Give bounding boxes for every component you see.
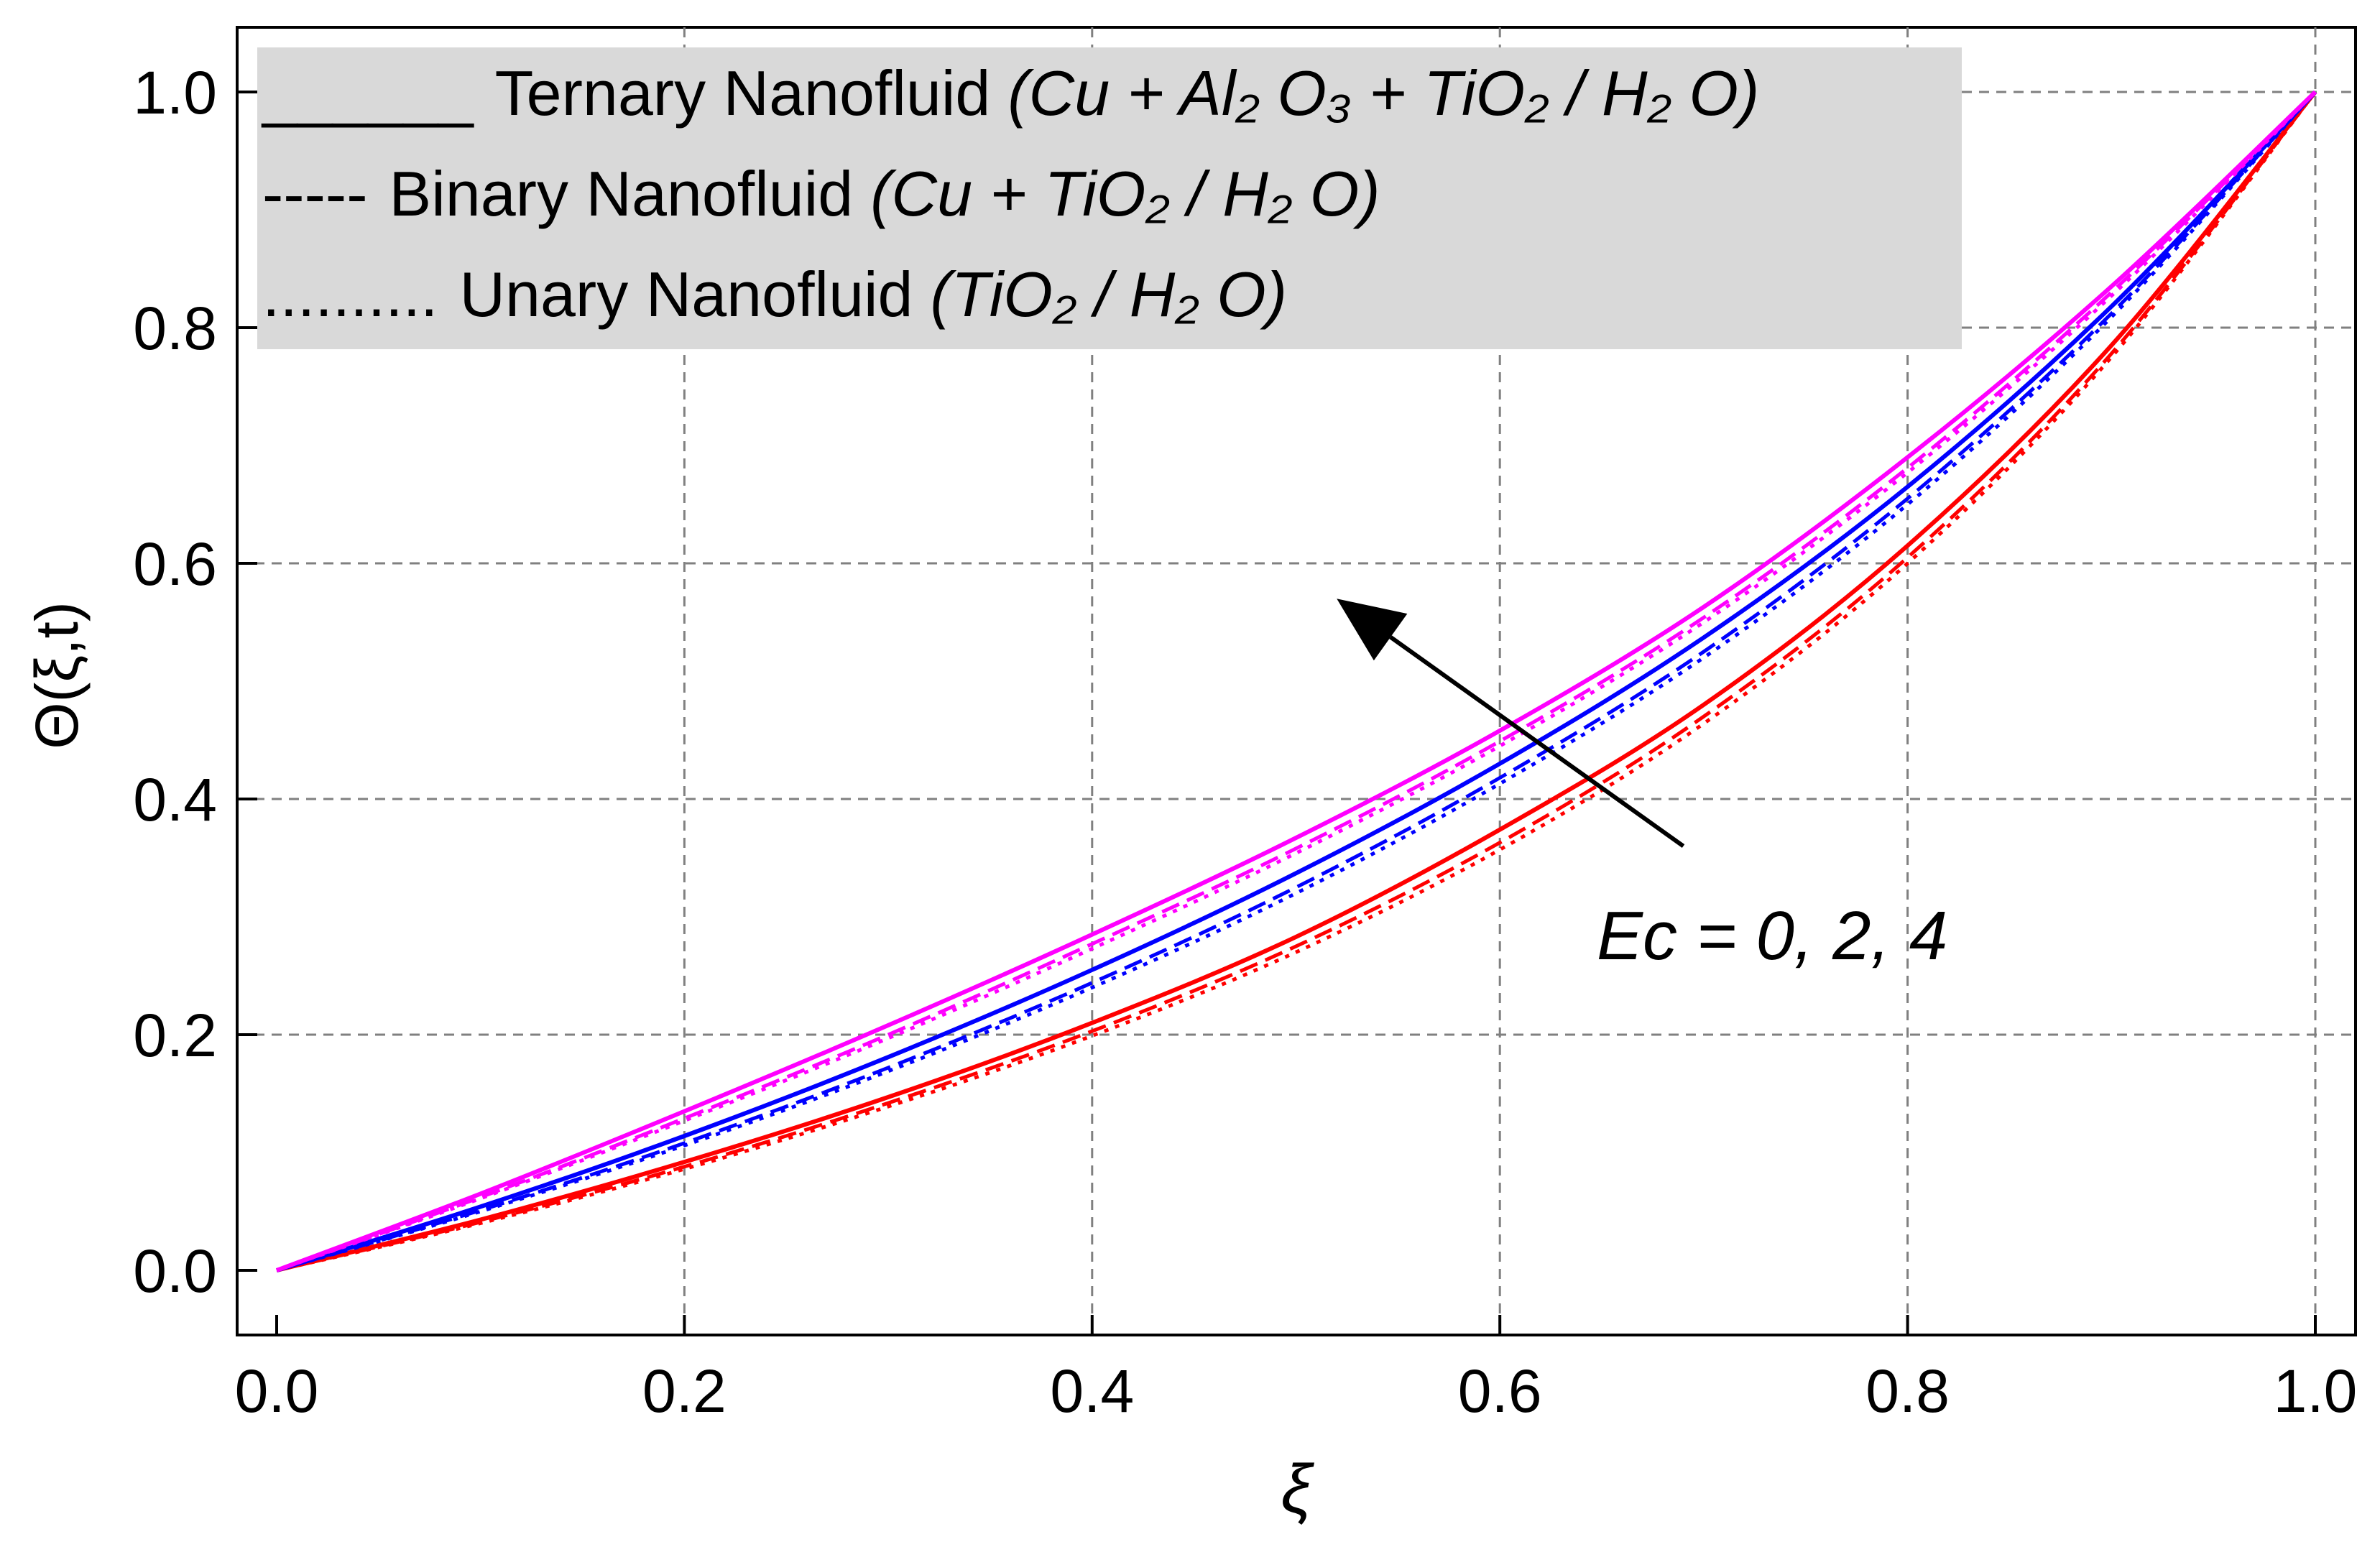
legend-entry-dashed: ----- Binary Nanofluid (Cu + TiO₂ / H₂ O) bbox=[262, 158, 1380, 229]
y-axis-label: Θ(ξ,t) bbox=[23, 601, 91, 749]
series-line-ternary-ec-2 bbox=[276, 90, 2317, 1272]
legend-formula: (Cu + Al₂ O₃ + TiO₂ / H₂ O) bbox=[1007, 57, 1759, 129]
x-tick-label: 0.8 bbox=[1865, 1357, 1950, 1425]
legend: ______ Ternary Nanofluid (Cu + Al₂ O₃ + Ti… bbox=[257, 47, 1962, 349]
series-line-binary-ec-2 bbox=[276, 91, 2317, 1272]
legend-key-dotted: .......... bbox=[262, 259, 438, 330]
series-line-ternary-ec-4 bbox=[275, 90, 2317, 1272]
y-tick-label: 0.8 bbox=[133, 295, 217, 362]
y-tick-label: 1.0 bbox=[133, 59, 217, 126]
series-line-unary-ec-0 bbox=[276, 91, 2317, 1272]
series-line-binary-ec-0 bbox=[276, 91, 2317, 1272]
legend-label: Unary Nanofluid bbox=[460, 259, 913, 330]
legend-formula: (Cu + TiO₂ / H₂ O) bbox=[870, 158, 1380, 229]
x-tick-label: 0.2 bbox=[642, 1357, 727, 1425]
annotation-arrow-shaft bbox=[1389, 635, 1685, 849]
x-axis-label: ξ bbox=[1281, 1451, 1315, 1528]
x-tick-label: 0.6 bbox=[1458, 1357, 1542, 1425]
y-tick-label: 0.6 bbox=[133, 530, 217, 598]
legend-entry-solid: ______ Ternary Nanofluid (Cu + Al₂ O₃ + Ti… bbox=[261, 57, 1759, 129]
series-line-binary-ec-4 bbox=[276, 91, 2317, 1272]
annotation-arrow-head bbox=[1337, 599, 1408, 661]
series-line-ternary-ec-0 bbox=[276, 91, 2317, 1272]
x-tick-label: 0.0 bbox=[235, 1357, 319, 1425]
series-line-unary-ec-4 bbox=[276, 91, 2317, 1272]
x-tick-label: 0.4 bbox=[1050, 1357, 1134, 1425]
series-lines bbox=[275, 90, 2317, 1272]
legend-label: Ternary Nanofluid bbox=[495, 57, 991, 129]
y-tick-label: 0.4 bbox=[133, 766, 217, 833]
x-tick-label: 1.0 bbox=[2274, 1357, 2358, 1425]
y-tick-label: 0.0 bbox=[133, 1237, 217, 1305]
y-tick-label: 0.2 bbox=[133, 1002, 217, 1069]
legend-box bbox=[257, 47, 1962, 349]
axis-ticks: 0.0 0.2 0.4 0.6 0.8 1.0 0.0 0.2 0.4 0.6 0.8 1.0 bbox=[133, 59, 2357, 1425]
legend-label: Binary Nanofluid bbox=[389, 158, 854, 229]
series-line-unary-ec-2 bbox=[276, 91, 2317, 1272]
annotation: Ec = 0, 2, 4 bbox=[1337, 599, 1947, 974]
legend-key-solid: ______ bbox=[261, 57, 474, 129]
legend-key-dashed: ----- bbox=[262, 158, 368, 229]
legend-formula: (TiO₂ / H₂ O) bbox=[931, 259, 1288, 330]
annotation-label: Ec = 0, 2, 4 bbox=[1597, 897, 1947, 974]
legend-entry-dotted: .......... Unary Nanofluid (TiO₂ / H₂ O) bbox=[262, 259, 1287, 330]
